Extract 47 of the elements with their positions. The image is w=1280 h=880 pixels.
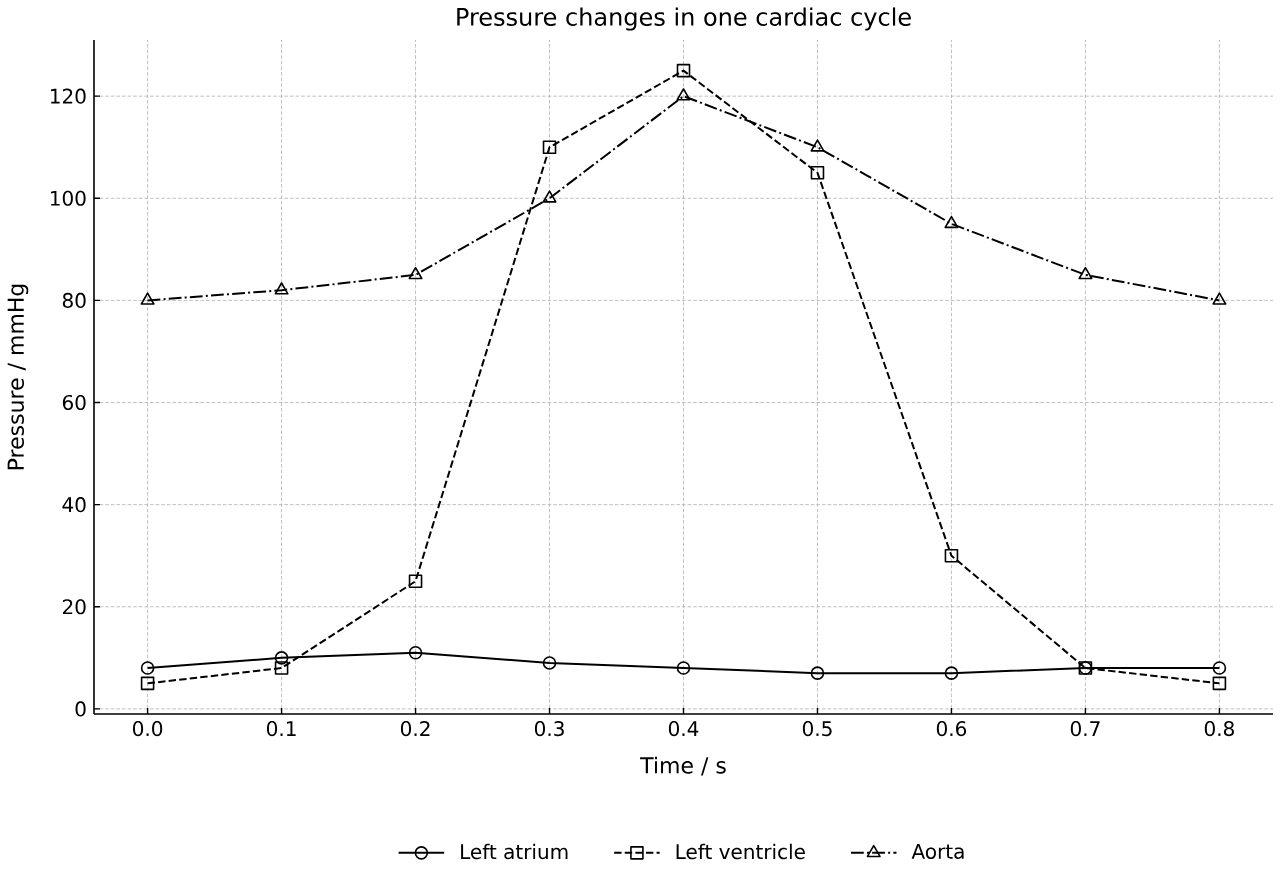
y-tick-label: 100 [50, 190, 86, 206]
point [1078, 266, 1093, 280]
y-tick-label: 40 [62, 497, 86, 513]
point [676, 63, 691, 78]
y-tick-label: 80 [62, 292, 86, 308]
y-tick-label: 20 [62, 599, 86, 615]
point [944, 548, 959, 563]
chart-title: Pressure changes in one cardiac cycle [457, 7, 911, 31]
point [676, 661, 691, 675]
point [542, 140, 557, 155]
y-tick-label: 0 [75, 701, 86, 717]
point [408, 574, 423, 589]
legend-label: Left ventricle [676, 843, 805, 860]
point [274, 282, 289, 295]
point [408, 266, 423, 280]
point [944, 215, 959, 229]
point [274, 661, 289, 675]
y-tick-label: 120 [50, 88, 86, 104]
point [542, 190, 557, 203]
point [140, 661, 155, 675]
x-tick-label: 0.6 [936, 721, 967, 737]
point [944, 666, 959, 680]
x-tick-label: 0.8 [1204, 721, 1234, 737]
point [1212, 292, 1227, 305]
y-axis-title: Pressure / mmHg [7, 284, 29, 470]
point [1212, 676, 1227, 691]
point [408, 645, 423, 660]
point [140, 676, 155, 691]
x-tick-label: 0.1 [266, 721, 296, 737]
legend-label: Aorta [911, 844, 964, 859]
x-tick-label: 0.7 [1070, 721, 1100, 737]
point [542, 656, 557, 670]
legend-label: Left atrium [461, 843, 568, 860]
x-tick-label: 0.5 [802, 721, 832, 737]
point [676, 88, 691, 101]
x-tick-label: 0.4 [668, 721, 699, 737]
point [274, 651, 289, 665]
point [810, 139, 825, 152]
x-tick-label: 0.3 [534, 721, 564, 737]
point [810, 165, 825, 180]
x-tick-label: 0.0 [133, 721, 163, 737]
point [810, 666, 825, 680]
point [140, 292, 155, 305]
point [1212, 661, 1227, 675]
y-tick-label: 60 [62, 394, 86, 411]
x-tick-label: 0.2 [400, 721, 430, 737]
x-axis-title: Time / s [640, 756, 726, 776]
